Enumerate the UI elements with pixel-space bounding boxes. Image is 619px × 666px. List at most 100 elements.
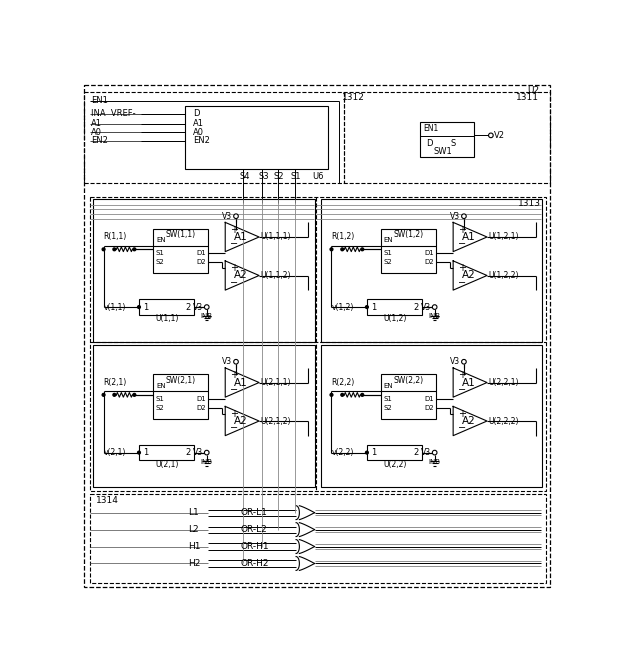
Text: +: + bbox=[230, 409, 238, 419]
Text: V3: V3 bbox=[222, 357, 232, 366]
Text: V3: V3 bbox=[450, 212, 460, 220]
Text: INA  VREF-: INA VREF- bbox=[91, 109, 136, 119]
Circle shape bbox=[341, 394, 344, 396]
Text: +: + bbox=[230, 263, 238, 273]
Circle shape bbox=[365, 451, 368, 454]
Text: 2: 2 bbox=[413, 448, 418, 457]
Bar bbox=[90, 494, 545, 583]
Text: +: + bbox=[458, 224, 465, 234]
Text: SW(2,2): SW(2,2) bbox=[394, 376, 423, 385]
Text: OR-H2: OR-H2 bbox=[241, 559, 269, 568]
Text: SW(1,2): SW(1,2) bbox=[394, 230, 423, 239]
Circle shape bbox=[113, 248, 116, 250]
Circle shape bbox=[102, 394, 105, 396]
Bar bbox=[367, 445, 422, 460]
Text: V3: V3 bbox=[450, 357, 460, 366]
Text: INB: INB bbox=[201, 459, 213, 465]
Text: V3: V3 bbox=[222, 212, 232, 220]
Text: D: D bbox=[426, 139, 433, 149]
Bar bbox=[367, 300, 422, 315]
Text: S1: S1 bbox=[384, 396, 392, 402]
Text: D: D bbox=[193, 109, 199, 119]
Text: OR-H1: OR-H1 bbox=[241, 542, 269, 551]
Text: A0: A0 bbox=[91, 128, 102, 137]
Text: 1314: 1314 bbox=[96, 496, 119, 505]
Text: R(1,1): R(1,1) bbox=[103, 232, 127, 242]
Text: U(2,2,1): U(2,2,1) bbox=[488, 378, 519, 387]
Text: H2: H2 bbox=[188, 559, 201, 568]
Text: R(2,2): R(2,2) bbox=[332, 378, 355, 387]
Text: D2: D2 bbox=[424, 405, 433, 411]
Circle shape bbox=[113, 394, 116, 396]
Text: EN1: EN1 bbox=[91, 96, 108, 105]
Text: +: + bbox=[458, 263, 465, 273]
Circle shape bbox=[137, 306, 141, 308]
Text: D2: D2 bbox=[196, 405, 206, 411]
Circle shape bbox=[234, 360, 238, 364]
Text: 1: 1 bbox=[371, 448, 376, 457]
Text: A1: A1 bbox=[193, 119, 204, 129]
Text: R(1,2): R(1,2) bbox=[332, 232, 355, 242]
Text: 1: 1 bbox=[143, 302, 148, 312]
Text: S2: S2 bbox=[384, 260, 392, 266]
Text: A1: A1 bbox=[462, 378, 475, 388]
Text: v(2,1): v(2,1) bbox=[103, 448, 126, 457]
Text: 2: 2 bbox=[413, 302, 418, 312]
Text: U(1,1,2): U(1,1,2) bbox=[261, 271, 291, 280]
Text: S1: S1 bbox=[291, 172, 301, 180]
Bar bbox=[321, 345, 542, 488]
Text: EN: EN bbox=[156, 383, 165, 389]
Circle shape bbox=[330, 394, 333, 396]
Text: 2: 2 bbox=[185, 448, 191, 457]
Bar bbox=[420, 123, 474, 157]
Text: −: − bbox=[458, 278, 466, 288]
Circle shape bbox=[432, 450, 437, 455]
Text: V3: V3 bbox=[421, 448, 431, 457]
Text: −: − bbox=[230, 278, 238, 288]
Bar bbox=[84, 92, 550, 183]
Text: S2: S2 bbox=[384, 405, 392, 411]
Text: H1: H1 bbox=[188, 542, 201, 551]
Text: L1: L1 bbox=[188, 508, 199, 517]
Text: V3: V3 bbox=[193, 302, 203, 312]
Text: INB: INB bbox=[429, 313, 441, 319]
Circle shape bbox=[488, 133, 493, 138]
Text: S3: S3 bbox=[258, 172, 269, 180]
Text: U2: U2 bbox=[527, 86, 539, 95]
Text: A1: A1 bbox=[91, 119, 102, 129]
Bar bbox=[381, 374, 436, 419]
Text: V3: V3 bbox=[193, 448, 203, 457]
Circle shape bbox=[137, 451, 141, 454]
Text: U(2,2): U(2,2) bbox=[383, 460, 406, 469]
Text: v(1,2): v(1,2) bbox=[332, 302, 354, 312]
Text: D1: D1 bbox=[424, 396, 434, 402]
Text: A2: A2 bbox=[462, 416, 475, 426]
Text: U(1,2,2): U(1,2,2) bbox=[488, 271, 519, 280]
Text: 1: 1 bbox=[143, 448, 148, 457]
Bar bbox=[381, 228, 436, 273]
Bar bbox=[139, 445, 194, 460]
Text: OR-L1: OR-L1 bbox=[241, 508, 267, 517]
Circle shape bbox=[361, 248, 364, 250]
Text: EN1: EN1 bbox=[423, 124, 438, 133]
Text: EN2: EN2 bbox=[193, 137, 210, 145]
Bar bbox=[90, 197, 545, 491]
Circle shape bbox=[102, 248, 105, 250]
Text: OR-L2: OR-L2 bbox=[241, 525, 267, 534]
Text: A1: A1 bbox=[234, 378, 248, 388]
Text: −: − bbox=[230, 239, 238, 249]
Bar bbox=[153, 374, 208, 419]
Text: INB: INB bbox=[201, 313, 213, 319]
Text: U(2,1): U(2,1) bbox=[155, 460, 178, 469]
Text: U6: U6 bbox=[312, 172, 324, 180]
Text: A0: A0 bbox=[193, 128, 204, 137]
Circle shape bbox=[330, 248, 333, 250]
Text: 1313: 1313 bbox=[518, 198, 541, 208]
Text: +: + bbox=[230, 370, 238, 380]
Text: EN2: EN2 bbox=[91, 137, 108, 145]
Text: SW(1,1): SW(1,1) bbox=[165, 230, 196, 239]
Text: SW(2,1): SW(2,1) bbox=[165, 376, 196, 385]
Text: S2: S2 bbox=[274, 172, 284, 180]
Text: D1: D1 bbox=[196, 396, 206, 402]
Text: 2: 2 bbox=[185, 302, 191, 312]
